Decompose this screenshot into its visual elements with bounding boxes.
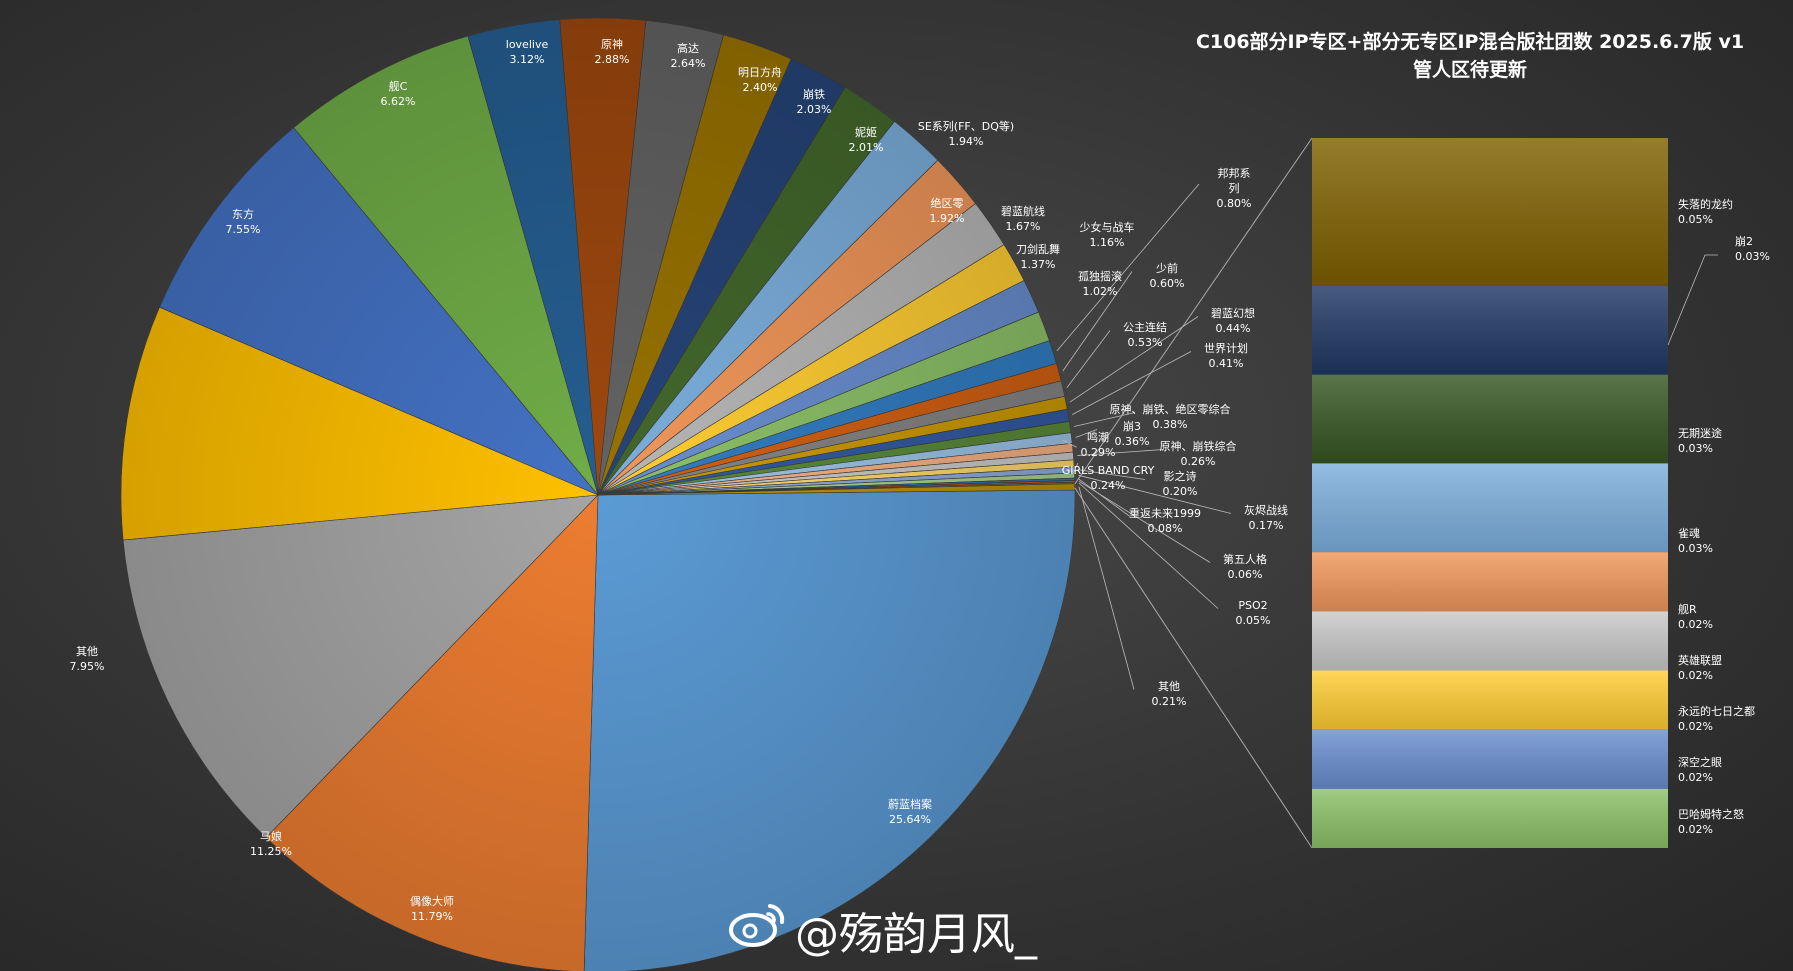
pie-shade xyxy=(121,18,1075,971)
breakout-bar-shade-1 xyxy=(1312,285,1668,375)
slice-label-14: 碧蓝航线 1.67% xyxy=(1001,204,1045,233)
connector-bottom xyxy=(1074,487,1313,849)
slice-label-31: 第五人格 0.06% xyxy=(1223,552,1267,581)
slice-label-1: 偶像大师 11.79% xyxy=(410,894,454,923)
leader-line-19 xyxy=(1062,271,1133,372)
breakout-label-3: 雀魂 0.03% xyxy=(1678,527,1713,555)
leader-line-32 xyxy=(1078,482,1219,609)
leader-line-26 xyxy=(1077,449,1164,456)
leader-line-27 xyxy=(1072,462,1079,474)
slice-label-22: 世界计划 0.41% xyxy=(1204,342,1248,370)
breakout-connectors xyxy=(1074,137,1313,849)
slice-label-23: 原神、崩铁、绝区零综合 0.38% xyxy=(1110,402,1231,431)
leader-line-33 xyxy=(1078,486,1135,690)
slice-labels: 蔚蓝档案 25.64% 偶像大师 11.79% 马娘 11.25% 其他 7.95% 东方 7.5… xyxy=(70,37,1770,923)
breakout-bar xyxy=(1312,138,1668,848)
slice-label-13: 绝区零 1.92% xyxy=(930,196,965,225)
slice-label-18: 邦邦系列 0.80% xyxy=(1217,167,1252,210)
slice-label-29: 灰烬战线 0.17% xyxy=(1244,503,1288,532)
slice-label-26: 原神、崩铁综合 0.26% xyxy=(1160,439,1237,468)
leader-line-31 xyxy=(1078,480,1211,563)
slice-label-21: 碧蓝幻想 0.44% xyxy=(1211,306,1255,335)
slice-label-12: SE系列(FF、DQ等) 1.94% xyxy=(918,119,1014,148)
slice-label-16: 少女与战车 1.16% xyxy=(1080,220,1135,249)
breakout-label-4: 舰R 0.02% xyxy=(1678,602,1713,631)
chart-title: C106部分IP专区+部分无专区IP混合版社团数 2025.6.7版 v1 管人… xyxy=(1150,28,1790,84)
leader-lines xyxy=(1056,183,1718,690)
slice-label-25: 鸣潮 0.29% xyxy=(1081,430,1116,459)
slice-label-7: 原神 2.88% xyxy=(595,37,630,66)
breakout-label-7: 深空之眼 0.02% xyxy=(1678,755,1722,784)
slice-label-8: 高达 2.64% xyxy=(671,41,706,70)
slice-label-27: GIRLS BAND CRY 0.24% xyxy=(1062,464,1155,492)
leader-line-breakout-1 xyxy=(1667,254,1718,346)
breakout-label-6: 永远的七日之都 0.02% xyxy=(1678,704,1755,733)
connector-top xyxy=(1074,137,1313,485)
slice-label-6: lovelive 3.12% xyxy=(506,38,549,66)
slice-label-10: 崩铁 2.03% xyxy=(797,87,832,116)
slice-label-9: 明日方舟 2.40% xyxy=(738,65,782,94)
slice-label-5: 舰C 6.62% xyxy=(381,79,416,108)
breakout-bar-shade-3 xyxy=(1312,463,1668,553)
breakout-bar-shade-0 xyxy=(1312,138,1668,286)
breakout-bar-shade-7 xyxy=(1312,729,1668,789)
breakout-bar-shade-8 xyxy=(1312,788,1668,848)
slice-label-32: PSO2 0.05% xyxy=(1236,599,1271,627)
slice-label-17: 孤独摇滚 1.02% xyxy=(1078,269,1122,298)
breakout-bar-shade-4 xyxy=(1312,552,1668,612)
breakout-bar-shade-6 xyxy=(1312,670,1668,730)
leader-line-23 xyxy=(1074,412,1136,427)
watermark-text: @殇韵月风_ xyxy=(795,909,1037,960)
slice-label-4: 东方 7.55% xyxy=(226,207,261,236)
pie-slices xyxy=(120,17,1076,971)
leader-line-28 xyxy=(1078,469,1146,480)
slice-label-11: 妮姬 2.01% xyxy=(849,125,884,154)
title-line-2: 管人区待更新 xyxy=(1412,59,1527,81)
slice-label-2: 马娘 11.25% xyxy=(250,829,292,858)
leader-line-29 xyxy=(1078,474,1232,514)
slice-label-28: 影之诗 0.20% xyxy=(1163,469,1198,498)
leader-line-30 xyxy=(1078,478,1131,517)
leader-line-24 xyxy=(1075,429,1098,438)
slice-label-0: 蔚蓝档案 25.64% xyxy=(888,797,932,826)
leader-line-22 xyxy=(1072,351,1192,416)
slice-label-33: 其他 0.21% xyxy=(1152,680,1187,708)
breakout-label-5: 英雄联盟 0.02% xyxy=(1678,653,1722,682)
slice-label-15: 刀剑乱舞 1.37% xyxy=(1016,242,1060,271)
slice-label-30: 重返未来1999 0.08% xyxy=(1129,506,1201,535)
breakout-label-1: 崩2 0.03% xyxy=(1735,234,1770,263)
leader-line-18 xyxy=(1056,183,1200,352)
slice-label-19: 少前 0.60% xyxy=(1150,261,1185,290)
title-line-1: C106部分IP专区+部分无专区IP混合版社团数 2025.6.7版 v1 xyxy=(1195,31,1745,53)
breakout-bar-shade-2 xyxy=(1312,374,1668,464)
leader-line-20 xyxy=(1066,330,1111,388)
breakout-label-0: 失落的龙约 0.05% xyxy=(1678,197,1733,226)
slice-label-20: 公主连结 0.53% xyxy=(1123,321,1167,349)
slice-label-3: 其他 7.95% xyxy=(70,645,105,673)
breakout-bar-shade-5 xyxy=(1312,611,1668,671)
breakout-label-8: 巴哈姆特之怒 0.02% xyxy=(1678,807,1744,836)
slice-label-24: 崩3 0.36% xyxy=(1115,419,1150,448)
weibo-icon xyxy=(729,904,785,947)
leader-line-25 xyxy=(1062,440,1077,448)
leader-line-21 xyxy=(1069,316,1199,403)
breakout-label-2: 无期迷途 0.03% xyxy=(1678,426,1722,455)
